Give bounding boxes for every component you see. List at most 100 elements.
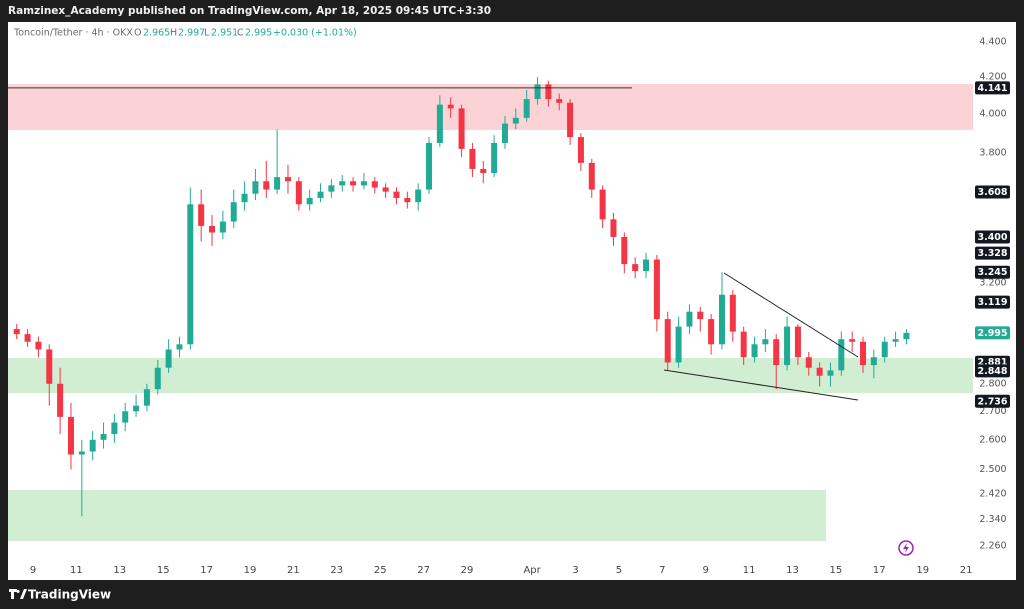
- x-tick-label: 3: [572, 565, 578, 576]
- x-tick-label: 23: [330, 565, 343, 576]
- candle-body: [371, 181, 378, 188]
- x-tick-label: 15: [157, 565, 170, 576]
- candle-body: [773, 339, 780, 366]
- candle-body: [643, 259, 650, 272]
- candle-body: [675, 326, 682, 363]
- candle-body: [545, 84, 552, 100]
- candle-body: [740, 331, 747, 358]
- candle-body: [610, 219, 617, 237]
- candle-body: [57, 383, 64, 417]
- candle-body: [827, 370, 834, 376]
- candle-body: [219, 221, 226, 233]
- y-tick-label: 2.600: [979, 434, 1006, 445]
- candle-body: [567, 102, 574, 138]
- candle-body: [816, 367, 823, 376]
- y-tick-label: 2.420: [979, 489, 1006, 500]
- price-label-box: [975, 230, 1010, 244]
- candle-body: [458, 108, 465, 149]
- legend-low: 2.951: [211, 28, 238, 39]
- candle-body: [295, 181, 302, 205]
- x-tick-label: 21: [287, 565, 300, 576]
- x-tick-label: 17: [873, 565, 886, 576]
- price-label-box: [975, 326, 1010, 340]
- y-tick-label: 4.400: [979, 36, 1006, 47]
- candle-body: [35, 341, 42, 350]
- alert-circle[interactable]: [898, 540, 914, 556]
- candle-body: [501, 123, 508, 143]
- price-label: 2.881: [977, 357, 1007, 368]
- x-tick-label: 7: [659, 565, 665, 576]
- candle-body: [284, 177, 291, 182]
- candle-body: [143, 389, 150, 406]
- candle-body: [469, 148, 476, 169]
- price-label-box: [975, 295, 1010, 309]
- candle-body: [762, 339, 769, 345]
- candle-body: [111, 422, 118, 435]
- candle-body: [89, 439, 96, 452]
- zone: [8, 490, 826, 542]
- x-tick-label: 13: [113, 565, 126, 576]
- x-tick-label: 13: [786, 565, 799, 576]
- footer-logo[interactable]: TradingView: [9, 588, 111, 602]
- candle-body: [154, 367, 161, 390]
- candle-body: [13, 329, 20, 335]
- y-tick-label: 2.800: [979, 378, 1006, 389]
- candle-body: [426, 142, 433, 190]
- candle-body: [328, 185, 335, 192]
- candle-body: [67, 416, 74, 455]
- alert-bolt[interactable]: [903, 543, 909, 553]
- y-tick-label: 2.340: [979, 514, 1006, 525]
- candle-body: [415, 189, 422, 203]
- candle-body: [100, 434, 107, 440]
- x-tick-label: 29: [461, 565, 474, 576]
- price-label-box: [975, 364, 1010, 378]
- candle-body: [24, 334, 31, 342]
- candle-body: [274, 177, 281, 190]
- logo-icon[interactable]: [9, 589, 27, 599]
- candle-body: [317, 191, 324, 198]
- candle-body: [881, 341, 888, 358]
- price-label: 3.119: [977, 297, 1007, 308]
- legend: Toncoin/Tether · 4h · OKX O 2.965 H 2.99…: [13, 28, 357, 39]
- y-tick-label: 3.800: [979, 147, 1006, 158]
- candle-body: [599, 189, 606, 220]
- x-tick-label: 9: [703, 565, 709, 576]
- legend-high: 2.997: [178, 28, 205, 39]
- candle-body: [176, 344, 183, 350]
- price-label: 2.995: [977, 328, 1007, 339]
- candle-body: [577, 137, 584, 163]
- footer-brand[interactable]: TradingView: [28, 588, 111, 602]
- candle-body: [46, 349, 53, 384]
- candle-body: [252, 181, 259, 194]
- y-tick-label: 2.260: [979, 540, 1006, 551]
- candle-body: [708, 319, 715, 345]
- y-tick-label: 3.200: [979, 277, 1006, 288]
- candle-body: [122, 411, 129, 423]
- candle-body: [339, 181, 346, 186]
- legend-c: C: [237, 28, 244, 39]
- price-label: 3.328: [977, 248, 1007, 259]
- y-tick-label: 4.200: [979, 72, 1006, 83]
- legend-l: L: [204, 28, 210, 39]
- legend-o: O: [134, 28, 141, 39]
- x-tick-label: 15: [830, 565, 843, 576]
- price-label-box: [975, 185, 1010, 199]
- candle-body: [306, 197, 313, 205]
- price-label: 3.608: [977, 187, 1007, 198]
- candle-body: [404, 197, 411, 203]
- legend-h: H: [170, 28, 177, 39]
- candle-body: [393, 191, 400, 198]
- y-tick-label: 2.700: [979, 406, 1006, 417]
- price-label: 4.141: [977, 83, 1007, 94]
- alert-icon[interactable]: [898, 540, 914, 556]
- candle-body: [241, 193, 248, 203]
- candle-body: [653, 259, 660, 320]
- candle-body: [729, 294, 736, 332]
- candle-body: [230, 202, 237, 222]
- x-tick-label: 17: [200, 565, 213, 576]
- x-tick-label: 11: [743, 565, 756, 576]
- price-label-box: [975, 394, 1010, 408]
- x-tick-label: 5: [616, 565, 622, 576]
- candle-body: [794, 326, 801, 358]
